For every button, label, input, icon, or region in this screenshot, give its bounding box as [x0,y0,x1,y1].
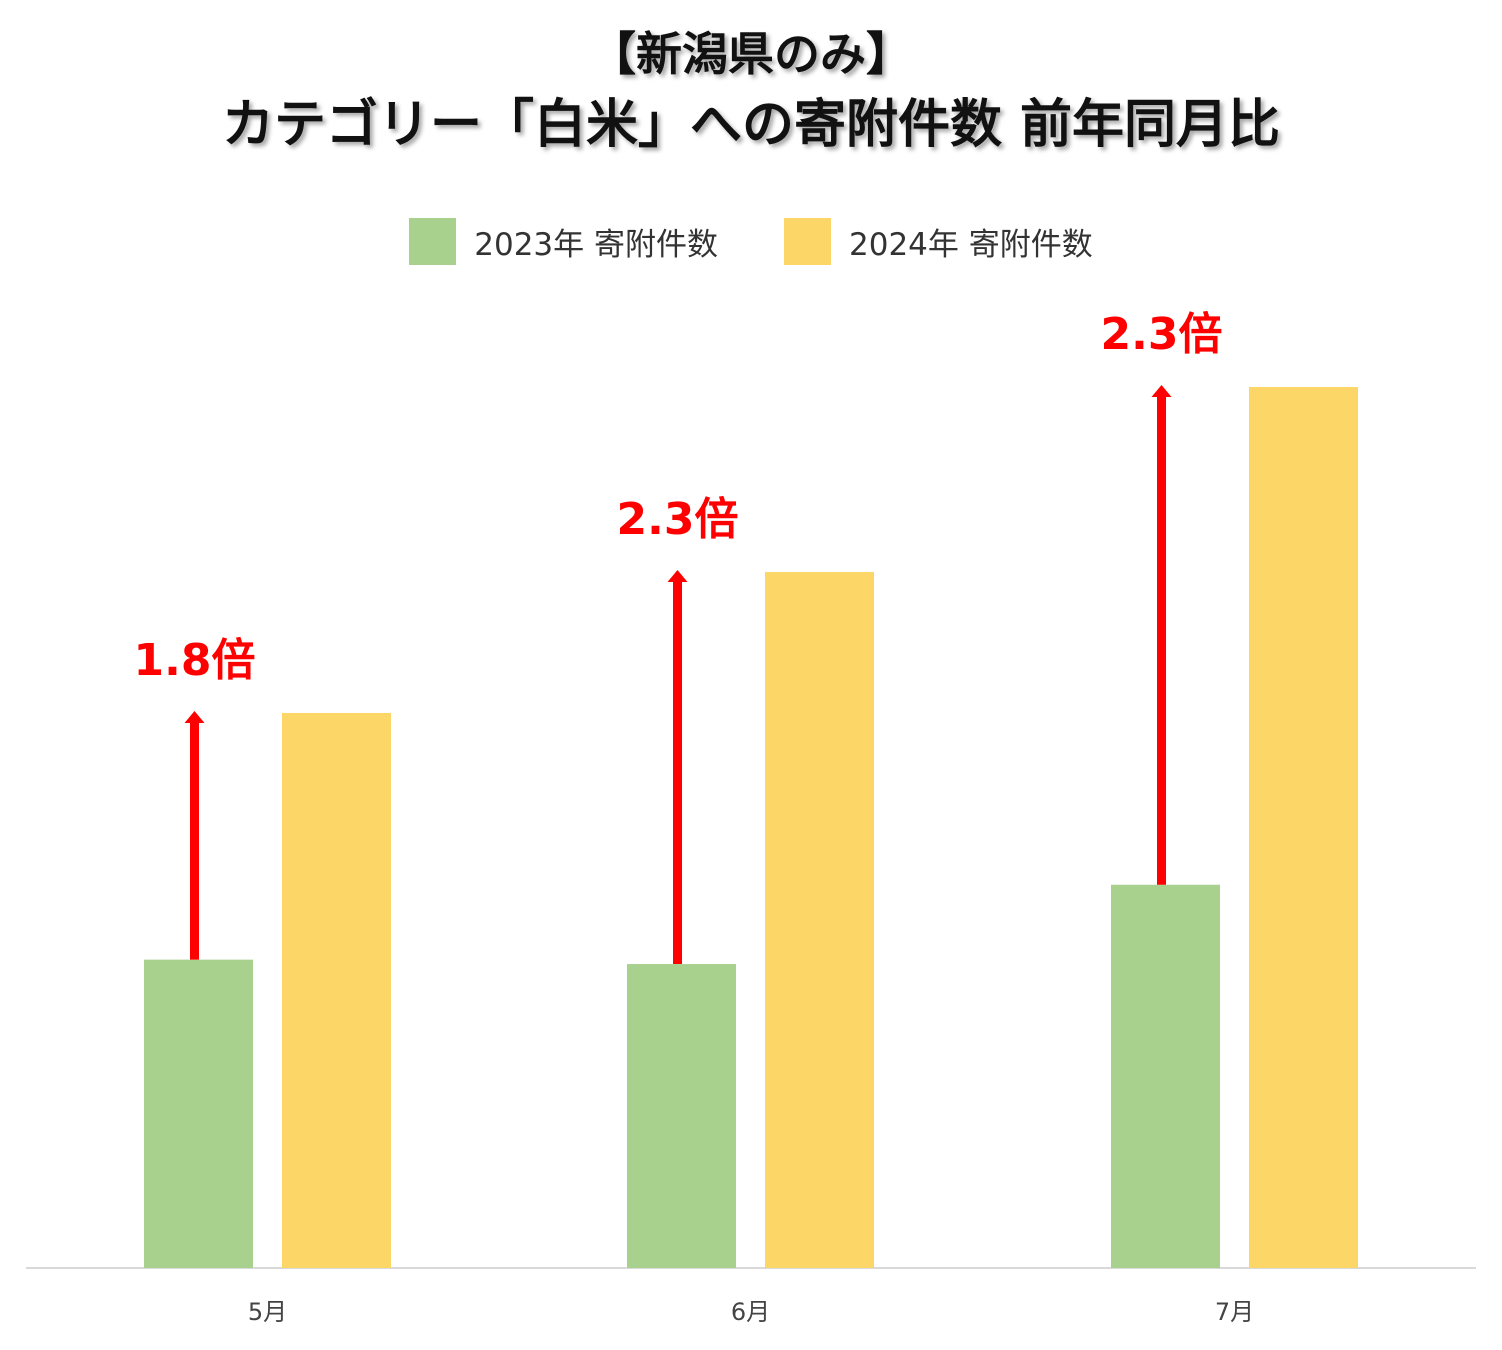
legend-label-2024: 2024年 寄附件数 [849,227,1093,263]
x-tick-label-2: 6月 [731,1298,770,1326]
legend-label-2023: 2023年 寄附件数 [474,227,718,263]
legend-item-2024: 2024年 寄附件数 [784,218,1093,265]
legend-swatch-2023 [409,218,457,265]
legend: 2023年 寄附件数 2024年 寄附件数 [0,218,1502,265]
legend-swatch-2024 [784,218,831,265]
bar-2024-2 [765,572,874,1268]
x-tick-label-1: 5月 [248,1298,287,1326]
growth-arrowhead-1 [184,710,205,723]
bar-2023-3 [1111,884,1220,1268]
growth-arrowhead-2 [667,570,688,583]
bar-2024-3 [1249,387,1358,1268]
bar-2024-1 [282,712,391,1268]
ratio-label-1: 1.8倍 [134,635,256,686]
ratio-label-3: 2.3倍 [1101,309,1223,360]
chart-title-line1: 【新潟県のみ】 [590,27,912,81]
chart-title-line2: カテゴリー「白米」への寄附件数 前年同月比 [221,95,1281,155]
growth-arrowhead-3 [1151,385,1172,397]
ratio-label-2: 2.3倍 [617,494,739,545]
bar-2023-2 [627,964,736,1268]
legend-item-2023: 2023年 寄附件数 [409,218,718,265]
bar-2023-1 [144,959,253,1268]
x-tick-label-3: 7月 [1215,1298,1254,1326]
